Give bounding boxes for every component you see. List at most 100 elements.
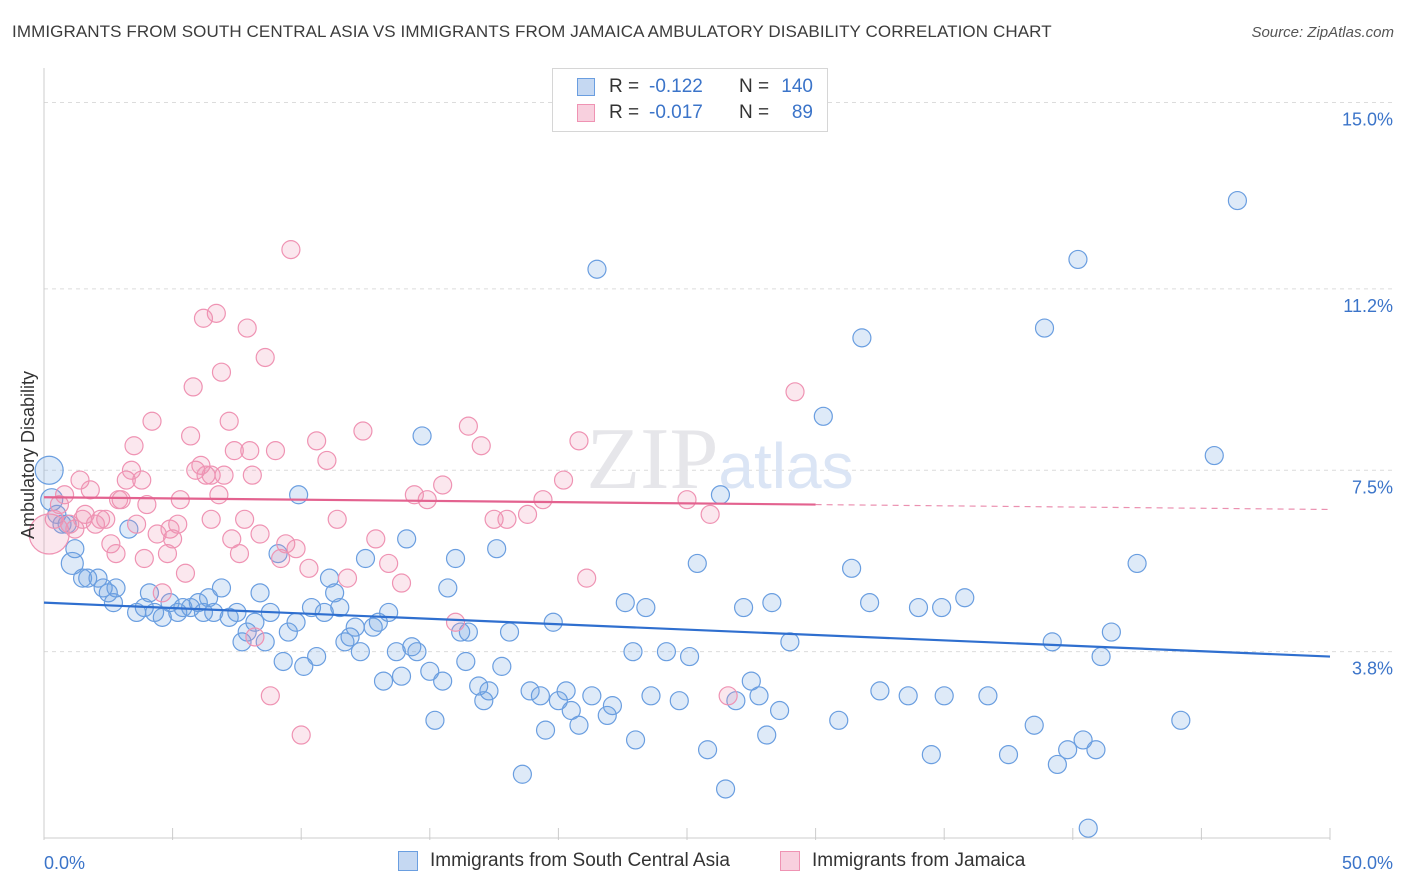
point-south-central-asia [757,725,777,745]
series-legend-item-south-central-asia[interactable]: Immigrants from South Central Asia [398,850,730,872]
point-south-central-asia [687,553,707,574]
point-jamaica [286,539,306,559]
point-south-central-asia [487,539,507,559]
point-jamaica [152,583,172,603]
trend-line-extension [815,503,1331,511]
point-jamaica [299,558,319,578]
point-jamaica [160,519,180,539]
point-south-central-asia [420,661,440,681]
point-south-central-asia [492,656,512,676]
point-south-central-asia [934,686,954,706]
point-jamaica [224,441,244,461]
point-south-central-asia [391,666,412,686]
legend-row-jamaica: R = -0.017 N = 89 [577,101,813,125]
point-south-central-asia [530,686,550,706]
point-jamaica [785,382,805,402]
point-south-central-asia [870,681,890,701]
point-jamaica [353,421,373,441]
legend-r-value: -0.017 [649,102,703,123]
point-south-central-asia [188,593,208,613]
point-jamaica [126,514,147,534]
point-south-central-asia [762,593,782,613]
point-south-central-asia [587,259,607,279]
point-south-central-asia [932,597,952,618]
point-south-central-asia [829,710,849,730]
point-south-central-asia [412,426,432,446]
point-south-central-asia [842,558,862,578]
point-south-central-asia [715,779,736,799]
point-south-central-asia [289,485,309,505]
point-jamaica [49,494,70,515]
point-south-central-asia [535,720,556,740]
point-south-central-asia [1204,445,1224,466]
point-south-central-asia [479,681,499,701]
point-south-central-asia [1058,740,1078,760]
point-jamaica [718,686,738,706]
point-south-central-asia [636,597,656,618]
point-south-central-asia [386,642,406,662]
point-south-central-asia [569,715,589,735]
point-south-central-asia [556,681,576,701]
point-south-central-asia [445,548,466,569]
point-south-central-asia [1073,730,1093,750]
legend-swatch-blue [577,78,595,96]
legend-swatch-pink [577,104,595,122]
point-south-central-asia [350,642,370,662]
point-jamaica [317,450,337,471]
point-jamaica [391,573,412,593]
point-jamaica [44,509,64,529]
point-jamaica [276,534,296,554]
point-south-central-asia [1042,632,1062,652]
point-jamaica [445,612,466,632]
point-south-central-asia [458,622,478,642]
point-jamaica [175,563,196,583]
point-south-central-asia [451,622,471,642]
point-south-central-asia [456,651,476,672]
point-jamaica [265,441,286,461]
y-tick-label: 3.8% [1352,659,1393,679]
point-south-central-asia [88,568,108,588]
point-jamaica [209,485,229,505]
point-jamaica [132,470,152,490]
point-jamaica [327,509,347,529]
point-jamaica [458,416,478,436]
point-south-central-asia [499,622,520,642]
point-jamaica [124,436,144,456]
point-jamaica [281,240,301,260]
legend-r-label: R = [609,76,640,97]
point-south-central-asia [345,617,365,637]
point-south-central-asia [78,568,98,588]
point-jamaica [242,465,262,485]
point-jamaica [101,534,121,554]
y-tick-label: 7.5% [1352,477,1393,497]
point-south-central-asia [273,651,293,672]
point-jamaica [222,529,242,549]
watermark: ZIPatlas [586,411,853,508]
legend-row-south-central-asia: R = -0.122 N = 140 [577,75,813,99]
point-jamaica [28,513,70,555]
point-jamaica [245,627,265,647]
point-south-central-asia [998,745,1019,765]
point-jamaica [240,441,260,461]
point-south-central-asia [955,588,975,608]
point-jamaica [96,509,116,529]
series-legend-item-jamaica[interactable]: Immigrants from Jamaica [780,850,1025,872]
point-south-central-asia [697,740,718,760]
chart-title: IMMIGRANTS FROM SOUTH CENTRAL ASIA VS IM… [12,22,1052,41]
trend-line-south-central-asia [43,601,1331,658]
point-jamaica [108,490,129,510]
point-south-central-asia [227,602,247,623]
point-south-central-asia [60,551,84,576]
legend-r-value: -0.122 [649,76,703,97]
point-south-central-asia [307,646,327,667]
point-jamaica [211,362,232,382]
point-south-central-asia [433,671,453,691]
point-jamaica [193,308,214,328]
point-jamaica [54,485,75,505]
y-axis-label: Ambulatory Disability [18,371,38,539]
point-south-central-asia [407,642,427,662]
point-jamaica [577,568,597,588]
point-jamaica [517,504,538,524]
series-legend: Immigrants from South Central Asia Immig… [0,850,1406,878]
